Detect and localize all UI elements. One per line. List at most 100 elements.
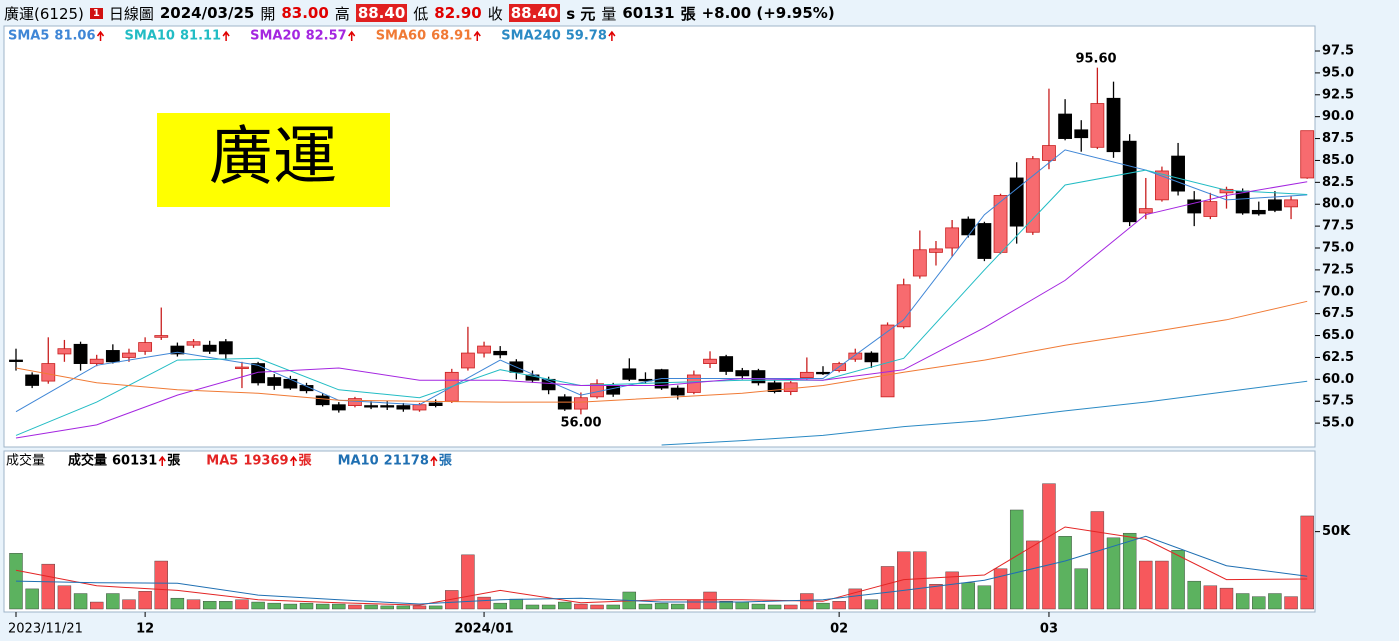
candle-body xyxy=(686,374,701,393)
candle-body xyxy=(186,341,201,346)
volume-bar xyxy=(606,604,620,610)
candle-body xyxy=(848,352,863,360)
legend-name: SMA240 xyxy=(501,29,561,44)
candle-body xyxy=(105,350,120,363)
volume-bar xyxy=(1219,587,1234,610)
candle-body xyxy=(267,377,282,386)
candle-body xyxy=(348,398,362,407)
legend-value: 60131 xyxy=(112,454,157,469)
x-tick-label: 12 xyxy=(136,622,154,637)
candle-body xyxy=(251,363,266,384)
candle-body xyxy=(122,352,136,358)
legend-name: SMA60 xyxy=(376,29,426,44)
candle-body xyxy=(977,223,992,259)
candle-body xyxy=(9,359,23,362)
candle-body xyxy=(396,405,411,410)
volume-bar xyxy=(73,593,88,610)
volume-bar xyxy=(1090,511,1105,610)
volume-bar xyxy=(654,602,669,610)
volume-bar xyxy=(977,585,992,610)
candle-body xyxy=(331,404,346,411)
close: 88.40 xyxy=(508,4,561,22)
candle-body xyxy=(89,358,104,364)
y-tick-label: 60.0 xyxy=(1322,372,1354,387)
y-tick-label: 85.0 xyxy=(1322,153,1354,168)
up-arrow xyxy=(96,30,105,41)
up-arrow xyxy=(158,455,166,466)
volume-bar xyxy=(202,601,217,610)
candle-body xyxy=(574,397,588,410)
legend-value: 82.57 xyxy=(306,29,347,44)
candle-body xyxy=(170,345,185,355)
volume-bar xyxy=(122,599,136,610)
badge: 1 xyxy=(89,7,103,19)
candle-body xyxy=(73,343,88,364)
close-label: 收 xyxy=(487,4,503,23)
volume-bar xyxy=(25,588,39,610)
volume-bar xyxy=(509,598,524,610)
up-arrow xyxy=(348,30,356,41)
volume-bar xyxy=(41,563,55,610)
y-tick-label: 97.5 xyxy=(1322,44,1354,59)
ma-line xyxy=(15,300,1308,403)
y-tick-label: 80.0 xyxy=(1322,197,1354,212)
legend-value: 59.78 xyxy=(566,29,607,44)
volume-bar xyxy=(138,591,152,610)
volume-bar xyxy=(945,571,959,610)
volume-bar xyxy=(477,596,491,610)
high-annotation: 95.60 xyxy=(1075,52,1116,67)
chart-kind[interactable]: 日線圖 xyxy=(108,4,154,23)
volume-bar xyxy=(348,604,362,610)
watermark-box xyxy=(157,113,390,207)
volume-bar xyxy=(961,582,975,610)
volume-bar xyxy=(332,603,346,610)
candle-body xyxy=(735,370,750,377)
volume-bar xyxy=(929,584,943,610)
volume-bar xyxy=(186,599,201,610)
candle-body xyxy=(751,370,766,384)
volume-bar xyxy=(525,604,540,610)
candle-body xyxy=(767,382,782,392)
candle-body xyxy=(1187,199,1202,214)
volume-bar xyxy=(1106,537,1121,610)
low-label: 低 xyxy=(413,4,429,23)
y-tick-label: 95.0 xyxy=(1322,65,1354,80)
candle-body xyxy=(961,218,976,236)
y-tick-label: 65.0 xyxy=(1322,328,1354,343)
up-arrow xyxy=(608,30,616,41)
y-tick-label: 77.5 xyxy=(1322,219,1354,234)
volume-bar xyxy=(638,603,653,610)
volume-bar xyxy=(1203,585,1218,610)
candle-body xyxy=(929,248,943,253)
volume-bar xyxy=(1284,596,1298,610)
candle-body xyxy=(1284,199,1298,208)
volume-bar xyxy=(703,591,717,610)
candle-body xyxy=(1025,158,1040,233)
y-tick-label: 72.5 xyxy=(1322,262,1354,277)
candle-body xyxy=(412,404,427,411)
header: 廣運(6125) 1 日線圖 2024/03/25 開 83.00 高 88.4… xyxy=(0,2,835,24)
date: 2024/03/25 xyxy=(159,4,255,22)
candle-body xyxy=(912,249,927,277)
candle-body xyxy=(428,402,443,407)
up-arrow xyxy=(222,30,230,41)
volume-bar xyxy=(1139,560,1153,610)
candle-body xyxy=(557,396,572,410)
ma-line xyxy=(15,181,1308,439)
volume-bar xyxy=(590,604,604,610)
candle-body xyxy=(41,363,56,382)
legend-value: 81.06 xyxy=(54,29,95,44)
candle-body xyxy=(154,335,169,338)
y-tick-label: 55.0 xyxy=(1322,416,1354,431)
candle-body xyxy=(1155,170,1169,201)
volume-bar xyxy=(106,593,120,610)
volume-bar xyxy=(154,560,168,610)
candle-body xyxy=(1268,199,1282,211)
volume-bar xyxy=(1268,593,1282,610)
volume-bar xyxy=(671,603,685,610)
volume-bar xyxy=(396,605,411,610)
x-tick-label: 2023/11/21 xyxy=(8,622,83,637)
candle-body xyxy=(364,405,378,408)
candle-body xyxy=(783,382,798,392)
high-label: 高 xyxy=(334,4,350,23)
